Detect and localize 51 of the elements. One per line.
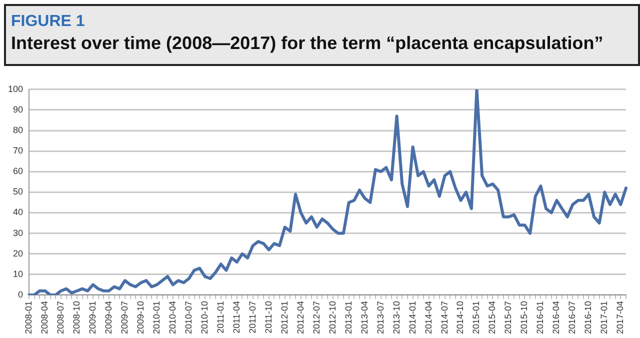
x-tick-label: 2013-04 [359,300,370,334]
x-tick-label: 2017-04 [615,300,626,334]
x-tick-label: 2014-07 [439,300,450,334]
x-tick-label: 2012-10 [327,300,338,334]
x-tick-label: 2014-04 [423,300,434,334]
x-tick-label: 2016-07 [567,300,578,334]
y-tick-label: 30 [13,228,24,238]
x-tick-label: 2008-04 [39,300,50,334]
x-tick-label: 2011-04 [231,300,242,334]
x-tick-label: 2017-01 [599,300,610,334]
x-tick-label: 2013-01 [343,300,354,334]
x-tick-label: 2014-10 [455,300,466,334]
x-tick-label: 2013-07 [375,300,386,334]
x-tick-label: 2010-04 [167,300,178,334]
y-tick-label: 90 [13,104,24,114]
x-tick-label: 2012-04 [295,300,306,334]
x-tick-label: 2009-01 [87,300,98,334]
x-tick-label: 2010-07 [183,300,194,334]
chart-subtitle: Interest over time (2008—2017) for the term “placenta encapsulation” [11,33,604,54]
x-tick-label: 2010-10 [199,300,210,334]
y-tick-label: 100 [8,84,24,94]
y-tick-label: 40 [13,207,24,218]
x-tick-label: 2009-07 [119,300,130,334]
x-tick-label: 2008-07 [55,300,66,334]
y-tick-label: 50 [13,186,24,197]
y-tick-label: 10 [13,268,24,279]
x-tick-label: 2008-01 [24,300,34,334]
y-tick-label: 20 [13,248,24,258]
x-tick-label: 2009-10 [135,300,146,334]
x-tick-label: 2016-01 [535,300,546,334]
y-tick-label: 70 [13,146,24,156]
x-tick-label: 2015-01 [471,300,482,334]
x-tick-label: 2016-04 [551,300,562,334]
x-tick-label: 2010-01 [151,300,162,334]
y-tick-label: 60 [13,166,24,176]
x-tick-label: 2011-07 [247,300,258,334]
x-tick-label: 2016-10 [583,300,594,334]
x-tick-label: 2015-07 [503,300,514,334]
x-tick-label: 2008-10 [71,300,82,334]
x-tick-label: 2009-04 [103,300,114,334]
chart-title: FIGURE 1 [11,13,86,31]
y-tick-label: 0 [18,289,24,300]
y-tick-label: 80 [13,125,24,135]
x-tick-label: 2014-01 [407,300,418,334]
x-tick-label: 2011-01 [215,300,226,334]
x-tick-label: 2013-10 [391,300,402,334]
x-tick-label: 2012-01 [279,300,290,334]
x-tick-label: 2015-10 [519,300,530,334]
x-tick-label: 2012-07 [311,300,322,334]
x-tick-label: 2011-10 [263,300,274,334]
x-tick-label: 2015-04 [487,300,498,334]
